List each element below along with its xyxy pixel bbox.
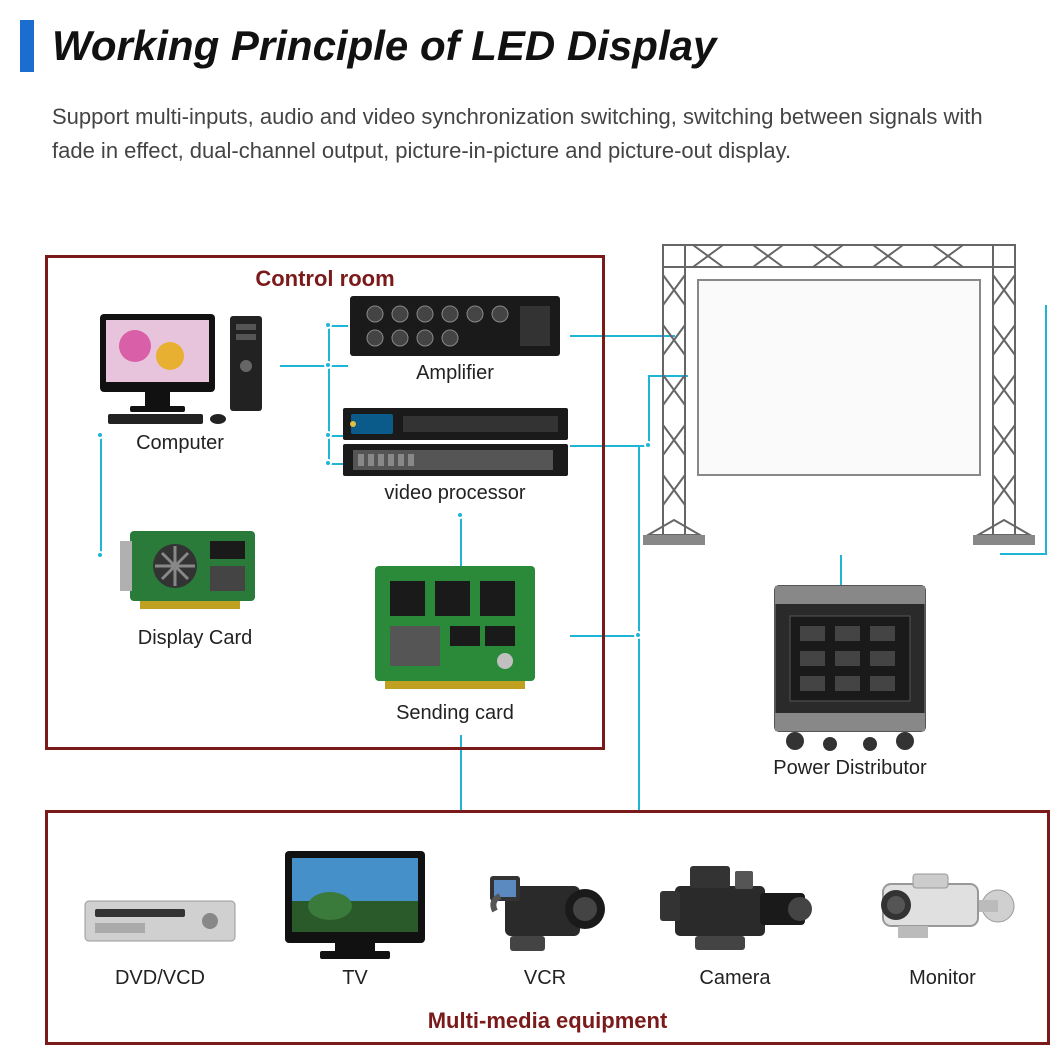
video-processor-node: video processor (340, 400, 570, 505)
tv-node: TV (275, 835, 435, 990)
computer-icon (90, 306, 270, 426)
wire-dot (634, 631, 642, 639)
power-distributor-label: Power Distributor (773, 757, 926, 780)
tv-label: TV (342, 967, 368, 990)
computer-node: Computer (80, 295, 280, 455)
wire (1045, 305, 1047, 555)
video-processor-label: video processor (384, 482, 525, 505)
amplifier-label: Amplifier (416, 362, 494, 385)
amplifier-node: Amplifier (340, 290, 570, 385)
amplifier-icon (350, 296, 560, 356)
dvd-icon (80, 861, 240, 961)
power-distributor-node: Power Distributor (750, 565, 950, 780)
multimedia-label: Multi-media equipment (48, 1008, 1047, 1034)
sending-card-node: Sending card (350, 545, 560, 725)
dvd-label: DVD/VCD (115, 967, 205, 990)
sending-card-label: Sending card (396, 702, 514, 725)
subtitle-text: Support multi-inputs, audio and video sy… (52, 100, 1020, 168)
video-processor-icon (343, 408, 568, 476)
camera-node: Camera (650, 835, 820, 990)
diagram-canvas: Control room Multi-media equipment (30, 235, 1050, 1050)
led-screen-node (640, 230, 1040, 560)
title-accent (20, 20, 34, 72)
dvd-node: DVD/VCD (75, 835, 245, 990)
computer-label: Computer (136, 432, 224, 455)
led-screen-icon (643, 235, 1038, 560)
display-card-label: Display Card (138, 627, 252, 650)
vcr-icon (480, 851, 610, 961)
camera-label: Camera (699, 967, 770, 990)
vcr-label: VCR (524, 967, 566, 990)
vcr-node: VCR (470, 835, 620, 990)
title-bar: Working Principle of LED Display (20, 20, 716, 72)
display-card-node: Display Card (110, 500, 280, 650)
monitor-label: Monitor (909, 967, 976, 990)
power-distributor-icon (765, 576, 935, 751)
monitor-node: Monitor (860, 835, 1025, 990)
monitor-icon (868, 856, 1018, 961)
control-room-label: Control room (48, 266, 602, 292)
tv-icon (280, 846, 430, 961)
display-card-icon (120, 511, 270, 621)
camera-icon (655, 851, 815, 961)
page-title: Working Principle of LED Display (52, 22, 716, 70)
sending-card-icon (365, 556, 545, 696)
